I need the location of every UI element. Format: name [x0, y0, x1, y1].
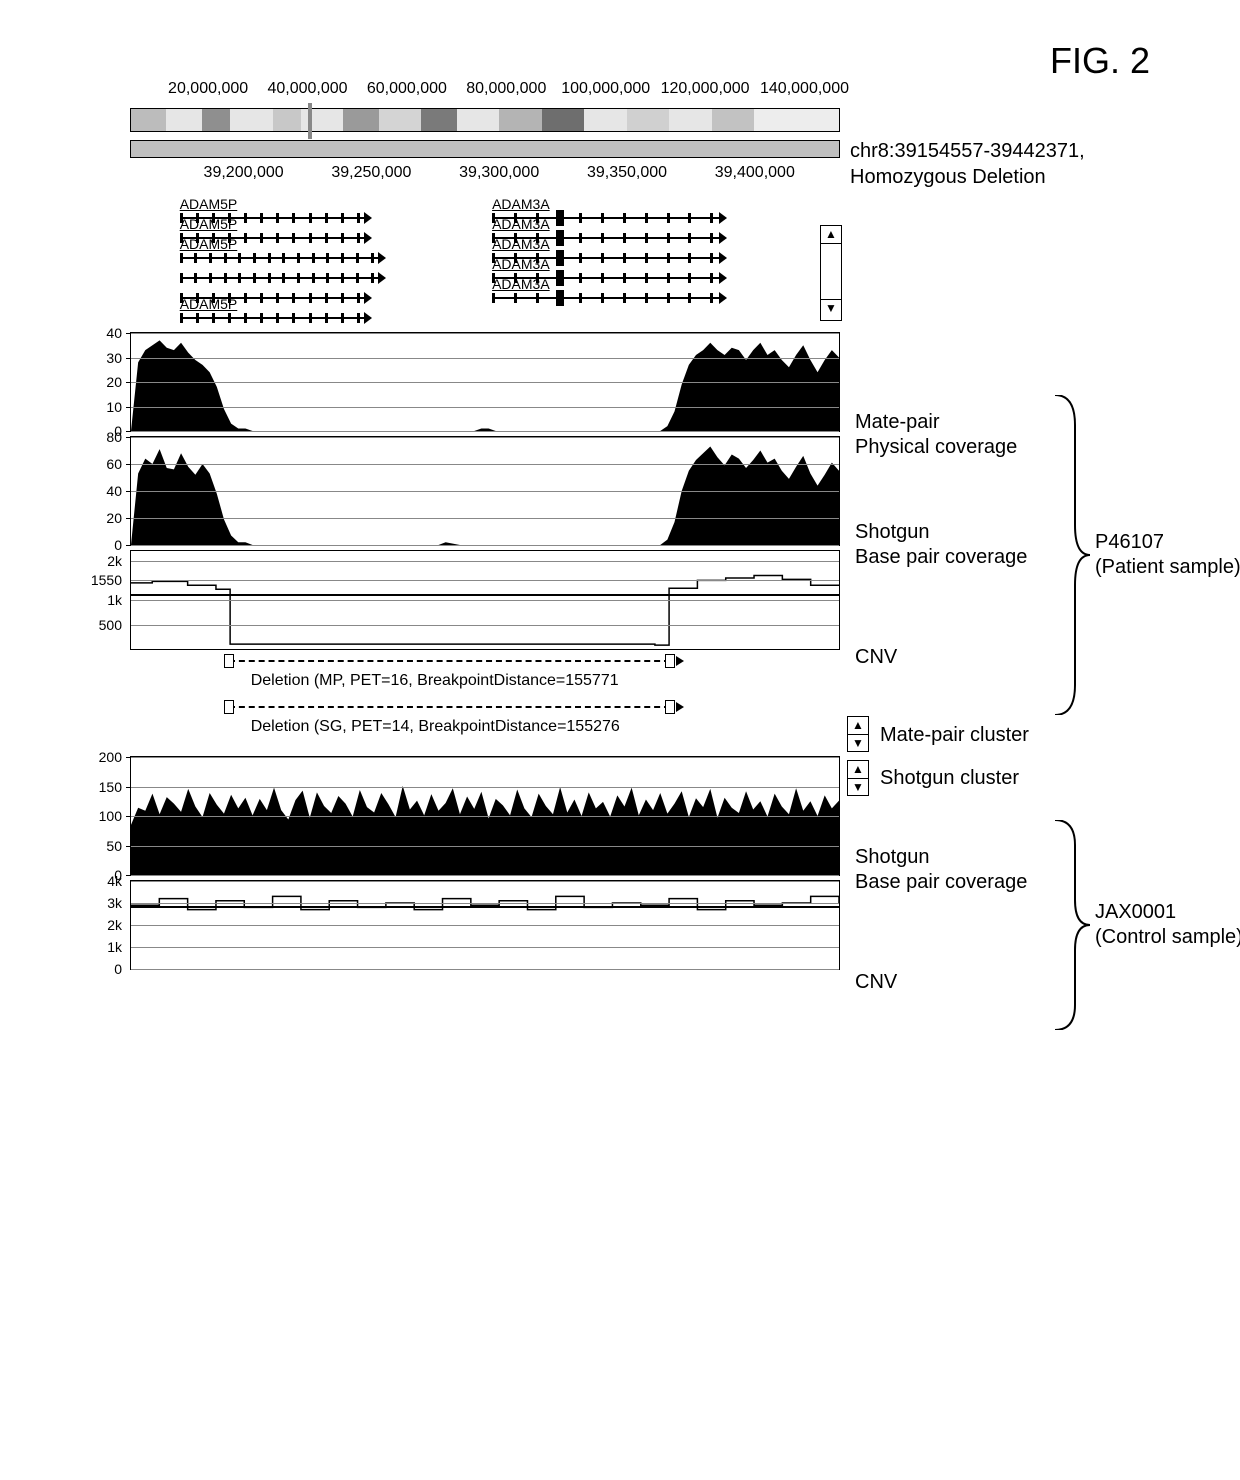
brace-patient — [1050, 395, 1090, 715]
ruler-tick: 80,000,000 — [466, 80, 546, 98]
matepair-cluster-track: Deletion (MP, PET=16, BreakpointDistance… — [130, 654, 840, 696]
label-shotgun-basepair-control: Shotgun Base pair coverage — [855, 845, 1027, 895]
label-matepair-physical: Mate-pair Physical coverage — [855, 410, 1017, 460]
label-line: Base pair coverage — [855, 870, 1027, 895]
ruler-tick: 39,400,000 — [715, 164, 795, 182]
label-shotgun-cluster: Shotgun cluster — [880, 766, 1019, 791]
panel-cnv-control: 01k2k3k4k — [130, 880, 840, 970]
sg-cluster-navbox[interactable]: ▲ ▼ — [847, 760, 869, 796]
ruler-tick: 60,000,000 — [367, 80, 447, 98]
nav-up-icon[interactable]: ▲ — [848, 717, 868, 735]
ruler-tick: 39,200,000 — [204, 164, 284, 182]
region-title-line2: Homozygous Deletion — [850, 164, 1085, 190]
gene-model: ADAM5P — [180, 250, 379, 266]
label-line: Shotgun — [855, 520, 1027, 545]
gene-track-navbox[interactable]: ▲ ▼ — [820, 225, 842, 321]
gene-label: ADAM5P — [180, 296, 238, 312]
label-line: Base pair coverage — [855, 545, 1027, 570]
label-line: Physical coverage — [855, 435, 1017, 460]
ruler-tick: 20,000,000 — [168, 80, 248, 98]
gene-label: ADAM5P — [180, 236, 238, 252]
label-line: Shotgun — [855, 845, 1027, 870]
region-title-line1: chr8:39154557-39442371, — [850, 138, 1085, 164]
nav-down-icon[interactable]: ▼ — [821, 300, 841, 318]
chrom-ruler: 20,000,000 40,000,000 60,000,000 80,000,000… — [130, 80, 840, 108]
gene-label: ADAM5P — [180, 216, 238, 232]
gene-model: ADAM5P — [180, 310, 365, 326]
ruler-tick: 120,000,000 — [661, 80, 750, 98]
ruler-tick: 39,250,000 — [331, 164, 411, 182]
mp-cluster-navbox[interactable]: ▲ ▼ — [847, 716, 869, 752]
nav-down-icon[interactable]: ▼ — [848, 779, 868, 797]
gene-label: ADAM3A — [492, 196, 550, 212]
figure-label: FIG. 2 — [1050, 40, 1150, 82]
ruler-tick: 100,000,000 — [561, 80, 650, 98]
panel-matepair-physical: 010203040 — [130, 332, 840, 432]
panel-shotgun-basepair-patient: 020406080 — [130, 436, 840, 546]
yaxis: 020406080 — [76, 437, 126, 545]
gene-label: ADAM5P — [180, 196, 238, 212]
label-line: Mate-pair — [855, 410, 1017, 435]
panel-shotgun-basepair-control: 050100150200 — [130, 756, 840, 876]
gene-model — [180, 270, 379, 286]
ruler-tick: 39,300,000 — [459, 164, 539, 182]
ideogram-region-marker — [308, 103, 312, 139]
nav-down-icon[interactable]: ▼ — [848, 735, 868, 753]
region-title: chr8:39154557-39442371, Homozygous Delet… — [850, 138, 1085, 190]
gene-label: ADAM3A — [492, 236, 550, 252]
cluster-annotation-label: Deletion (MP, PET=16, BreakpointDistance… — [251, 672, 619, 690]
gene-label: ADAM3A — [492, 256, 550, 272]
gene-label: ADAM3A — [492, 276, 550, 292]
gene-models-track: ADAM5PADAM5PADAM5PADAM5PADAM3AADAM3AADAM… — [130, 192, 840, 322]
ruler-tick: 40,000,000 — [267, 80, 347, 98]
cluster-annotation-label: Deletion (SG, PET=14, BreakpointDistance… — [251, 718, 620, 736]
yaxis: 5001k15502k — [76, 551, 126, 649]
nav-up-icon[interactable]: ▲ — [848, 761, 868, 779]
ruler-tick: 39,350,000 — [587, 164, 667, 182]
zoom-ruler: 39,200,000 39,250,000 39,300,000 39,350,000… — [130, 164, 840, 192]
nav-up-icon[interactable]: ▲ — [821, 226, 841, 244]
track-column: 20,000,000 40,000,000 60,000,000 80,000,000… — [130, 80, 840, 974]
yaxis: 01k2k3k4k — [76, 881, 126, 969]
control-sample-label: JAX0001 (Control sample) — [1095, 900, 1240, 950]
ideogram — [130, 108, 840, 132]
label-cnv-control: CNV — [855, 970, 897, 995]
brace-control — [1050, 820, 1090, 1030]
shotgun-cluster-track: Deletion (SG, PET=14, BreakpointDistance… — [130, 700, 840, 742]
label-shotgun-basepair: Shotgun Base pair coverage — [855, 520, 1027, 570]
zoom-region-bar — [130, 140, 840, 158]
yaxis: 010203040 — [76, 333, 126, 431]
ruler-tick: 140,000,000 — [760, 80, 849, 98]
patient-sample-label: P46107 (Patient sample) — [1095, 530, 1240, 580]
panel-cnv-patient: 5001k15502k — [130, 550, 840, 650]
label-matepair-cluster: Mate-pair cluster — [880, 723, 1029, 748]
label-cnv-patient: CNV — [855, 645, 897, 670]
yaxis: 050100150200 — [76, 757, 126, 875]
nav-mid — [821, 244, 841, 300]
gene-label: ADAM3A — [492, 216, 550, 232]
gene-model: ADAM3A — [492, 290, 719, 306]
